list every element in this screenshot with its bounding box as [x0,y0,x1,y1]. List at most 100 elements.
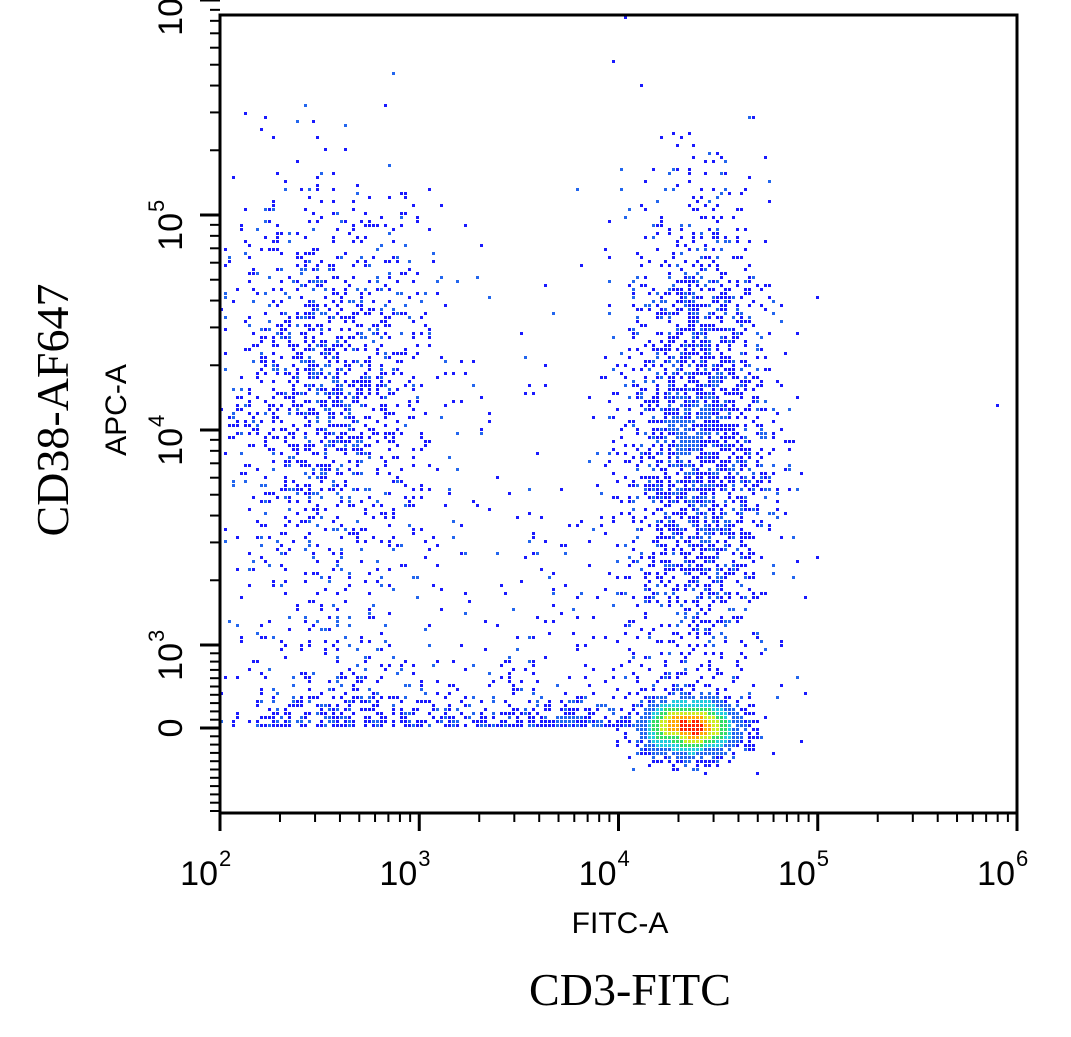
event-dot [328,716,331,719]
event-dot [540,720,543,723]
event-dot [708,632,711,635]
event-dot [660,732,663,735]
event-dot [696,496,699,499]
event-dot [788,468,791,471]
event-dot [460,700,463,703]
event-dot [692,744,695,747]
event-dot [740,412,743,415]
event-dot [676,564,679,567]
event-dot [620,500,623,503]
event-dot [292,376,295,379]
event-dot [616,740,619,743]
event-dot [640,720,643,723]
event-dot [604,248,607,251]
event-dot [324,648,327,651]
event-dot [744,424,747,427]
event-dot [428,644,431,647]
event-dot [344,432,347,435]
event-dot [300,316,303,319]
event-dot [380,312,383,315]
event-dot [768,524,771,527]
event-dot [632,516,635,519]
event-dot [648,740,651,743]
event-dot [740,448,743,451]
event-dot [520,720,523,723]
event-dot [360,336,363,339]
event-dot [708,376,711,379]
event-dot [244,252,247,255]
event-dot [776,488,779,491]
event-dot [316,412,319,415]
event-dot [348,468,351,471]
event-dot [780,640,783,643]
event-dot [340,384,343,387]
event-dot [412,504,415,507]
event-dot [676,588,679,591]
event-dot [280,488,283,491]
event-dot [412,708,415,711]
event-dot [716,756,719,759]
event-dot [732,732,735,735]
event-dot [632,384,635,387]
event-dot [576,644,579,647]
event-dot [672,312,675,315]
event-dot [652,596,655,599]
event-dot [344,716,347,719]
event-dot [316,372,319,375]
event-dot [376,376,379,379]
event-dot [356,540,359,543]
event-dot [332,444,335,447]
event-dot [352,444,355,447]
event-dot [356,520,359,523]
event-dot [772,432,775,435]
event-dot [420,720,423,723]
event-dot [708,488,711,491]
event-dot [688,248,691,251]
event-dot [392,588,395,591]
event-dot [728,620,731,623]
event-dot [444,504,447,507]
event-dot [700,388,703,391]
event-dot [268,536,271,539]
event-dot [644,236,647,239]
event-dot [684,292,687,295]
event-dot [392,704,395,707]
event-dot [312,672,315,675]
event-dot [272,492,275,495]
event-dot [692,488,695,491]
event-dot [400,564,403,567]
event-dot [692,712,695,715]
event-dot [312,468,315,471]
event-dot [716,752,719,755]
event-dot [344,252,347,255]
event-dot [700,488,703,491]
y-tick-label: 105 [144,200,190,251]
event-dot [648,556,651,559]
event-dot [316,572,319,575]
event-dot [564,724,567,727]
event-dot [740,716,743,719]
event-dot [660,408,663,411]
event-dot [772,512,775,515]
event-dot [716,400,719,403]
event-dot [692,236,695,239]
event-dot [628,460,631,463]
event-dot [696,580,699,583]
event-dot [724,704,727,707]
event-dot [756,376,759,379]
event-dot [724,336,727,339]
event-dot [308,360,311,363]
event-dot [696,388,699,391]
event-dot [408,404,411,407]
event-dot [336,372,339,375]
event-dot [240,376,243,379]
event-dot [264,676,267,679]
event-dot [716,412,719,415]
event-dot [328,468,331,471]
event-dot [416,272,419,275]
event-dot [340,464,343,467]
event-dot [408,380,411,383]
event-dot [648,744,651,747]
event-dot [656,752,659,755]
event-dot [580,264,583,267]
